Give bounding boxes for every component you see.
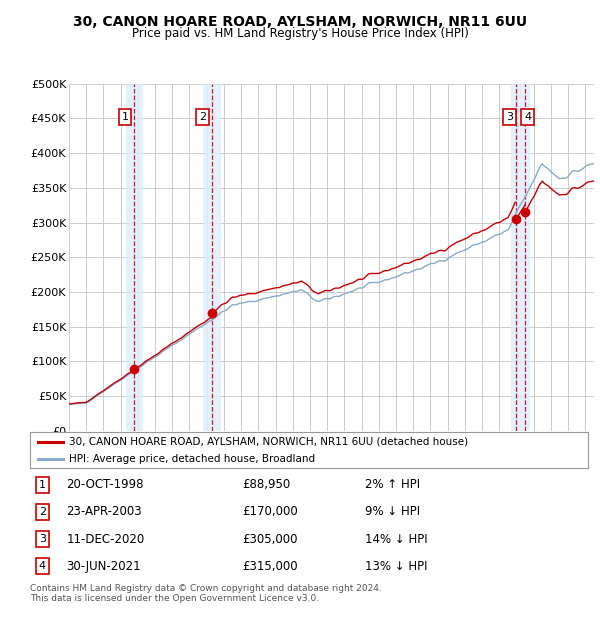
Text: 23-APR-2003: 23-APR-2003 [66,505,142,518]
Text: 4: 4 [39,561,46,571]
Text: 9% ↓ HPI: 9% ↓ HPI [365,505,420,518]
Text: £170,000: £170,000 [242,505,298,518]
Text: 11-DEC-2020: 11-DEC-2020 [66,533,145,546]
Text: 20-OCT-1998: 20-OCT-1998 [66,478,144,491]
Text: 30-JUN-2021: 30-JUN-2021 [66,560,141,573]
Text: 1: 1 [39,480,46,490]
Text: 30, CANON HOARE ROAD, AYLSHAM, NORWICH, NR11 6UU (detached house): 30, CANON HOARE ROAD, AYLSHAM, NORWICH, … [69,437,468,447]
Text: 14% ↓ HPI: 14% ↓ HPI [365,533,427,546]
Bar [203,84,221,431]
Text: 13% ↓ HPI: 13% ↓ HPI [365,560,427,573]
Text: 2% ↑ HPI: 2% ↑ HPI [365,478,420,491]
Text: Price paid vs. HM Land Registry's House Price Index (HPI): Price paid vs. HM Land Registry's House … [131,27,469,40]
Bar [520,84,530,431]
Text: £315,000: £315,000 [242,560,298,573]
Text: 4: 4 [524,112,531,122]
Text: £305,000: £305,000 [242,533,298,546]
Bar [511,84,521,431]
Bar [126,84,143,431]
Text: 1: 1 [121,112,128,122]
Text: Contains HM Land Registry data © Crown copyright and database right 2024.
This d: Contains HM Land Registry data © Crown c… [30,584,382,603]
Text: 2: 2 [199,112,206,122]
Text: 3: 3 [39,534,46,544]
Text: 30, CANON HOARE ROAD, AYLSHAM, NORWICH, NR11 6UU: 30, CANON HOARE ROAD, AYLSHAM, NORWICH, … [73,16,527,30]
Text: 3: 3 [506,112,513,122]
Text: HPI: Average price, detached house, Broadland: HPI: Average price, detached house, Broa… [69,454,315,464]
Text: £88,950: £88,950 [242,478,290,491]
Text: 2: 2 [39,507,46,517]
